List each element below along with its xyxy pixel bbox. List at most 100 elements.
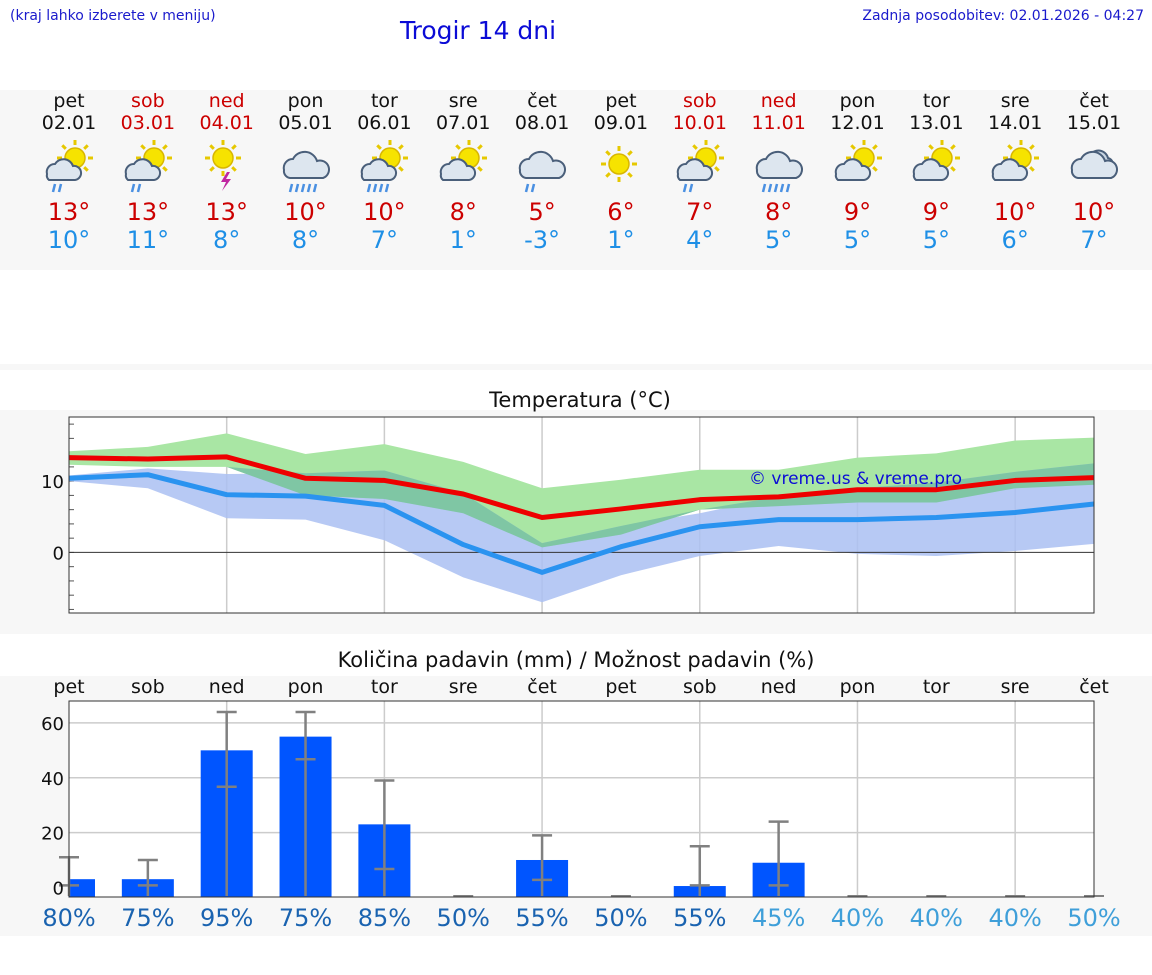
y-tick-label: 0 [53,543,64,564]
sun-icon [582,140,660,196]
cloud-heavy-rain-icon [740,140,818,196]
precip-day-label: pet [605,676,637,698]
day-min-temp: 7° [1080,226,1108,254]
partly-cloudy-icon [819,140,897,196]
max-temp-band [69,433,1094,548]
sun-shape [600,146,637,182]
sun-thunder-icon [188,140,266,196]
y-tick-label: 10 [41,472,64,493]
day-max-temp: 5° [528,198,556,226]
cloud-rain-icon [503,140,581,196]
temperature-chart: 10 0 © vreme.us & vreme.pro [41,416,1095,614]
day-max-temp: 10° [993,198,1037,226]
day-max-temp: 13° [126,198,170,226]
precip-day-label: sob [131,676,165,698]
day-max-temp: 6° [607,198,635,226]
precip-day-label: ned [760,676,797,698]
day-name: tor [370,90,398,112]
precip-day-label: tor [370,676,398,698]
day-name: tor [922,90,950,112]
precip-bar [69,879,95,897]
cloud-heavy-rain-icon [267,140,345,196]
day-date: 03.01 [120,112,176,134]
separator [0,364,1152,370]
precip-day-label: čet [1079,676,1109,698]
precip-chance-label: 95% [200,904,254,932]
day-name: sre [1000,90,1030,112]
day-name: pet [605,90,637,112]
day-min-temp: 8° [291,226,320,254]
partly-cloudy-rain-icon [109,140,187,196]
day-name: pon [839,90,876,112]
partly-cloudy-rain-icon [661,140,739,196]
precip-chance-label: 75% [278,904,333,932]
day-date: 10.01 [672,112,727,134]
plot-border [68,416,1095,614]
day-name: ned [208,90,245,112]
day-max-temp: 10° [363,198,406,226]
day-min-temp: 1° [449,226,477,254]
min-temp-line [68,472,1095,575]
day-min-temp: 5° [765,226,793,254]
day-min-temp: 1° [607,226,635,254]
day-max-temp: 8° [449,198,477,226]
precip-chance-label: 40% [988,904,1042,932]
day-max-temp: 10° [1072,198,1116,226]
plot-border [68,700,1095,898]
day-max-temp: 13° [47,198,91,226]
temperature-chart-title: Temperatura (°C) [489,388,671,412]
precip-chance-label: 55% [515,904,569,932]
day-min-temp: 4° [686,226,714,254]
precip-day-label: pon [287,676,324,698]
day-min-temp: 5° [922,226,950,254]
day-max-temp: 13° [205,198,248,226]
day-min-temp: -3° [524,226,561,254]
day-date: 15.01 [1066,112,1122,134]
y-tick-label: 60 [41,714,64,735]
precip-chance-label: 45% [751,904,806,932]
day-date: 11.01 [751,112,806,134]
partly-cloudy-icon [897,140,975,196]
precip-day-label: ned [208,676,245,698]
day-name: sre [448,90,478,112]
day-date: 14.01 [987,112,1043,134]
day-min-temp: 8° [213,226,241,254]
partly-cloudy-icon [976,140,1054,196]
precip-chance-label: 40% [830,904,885,932]
y-tick-label: 40 [41,769,64,790]
precip-chance-label: 50% [1067,904,1121,932]
sun-shape [204,140,241,176]
day-name: sob [683,90,717,112]
precip-day-label: sob [682,676,717,698]
day-max-temp: 7° [686,198,714,226]
precip-chance-label: 50% [594,904,648,932]
partly-cloudy-heavy-rain-icon [345,140,423,196]
day-date: 13.01 [909,112,964,134]
day-name: pon [287,90,324,112]
precip-day-label: tor [922,676,950,698]
page-title: Trogir 14 dni [400,16,557,45]
menu-hint-link[interactable]: (kraj lahko izberete v meniju) [10,8,216,24]
day-name: čet [527,90,557,112]
day-name: čet [1079,90,1109,112]
precip-chance-label: 80% [42,904,96,932]
day-min-temp: 7° [370,226,399,254]
precip-day-label: sre [1000,676,1030,698]
day-date: 06.01 [357,112,412,134]
day-date: 05.01 [278,112,333,134]
day-min-temp: 11° [126,226,170,254]
day-date: 12.01 [830,112,885,134]
precip-chance-label: 50% [436,904,490,932]
day-date: 04.01 [199,112,254,134]
day-min-temp: 6° [1001,226,1029,254]
day-date: 02.01 [41,112,97,134]
precip-day-label: pet [53,676,85,698]
precip-chance-label: 75% [121,904,175,932]
day-min-temp: 5° [843,226,872,254]
precipitation-chart: 60 40 20 0 [41,700,1104,899]
day-name: pet [53,90,85,112]
day-name: ned [760,90,797,112]
day-max-temp: 9° [922,198,950,226]
y-tick-label: 0 [53,878,64,899]
precipitation-chart-title: Količina padavin (mm) / Možnost padavin … [337,648,815,672]
